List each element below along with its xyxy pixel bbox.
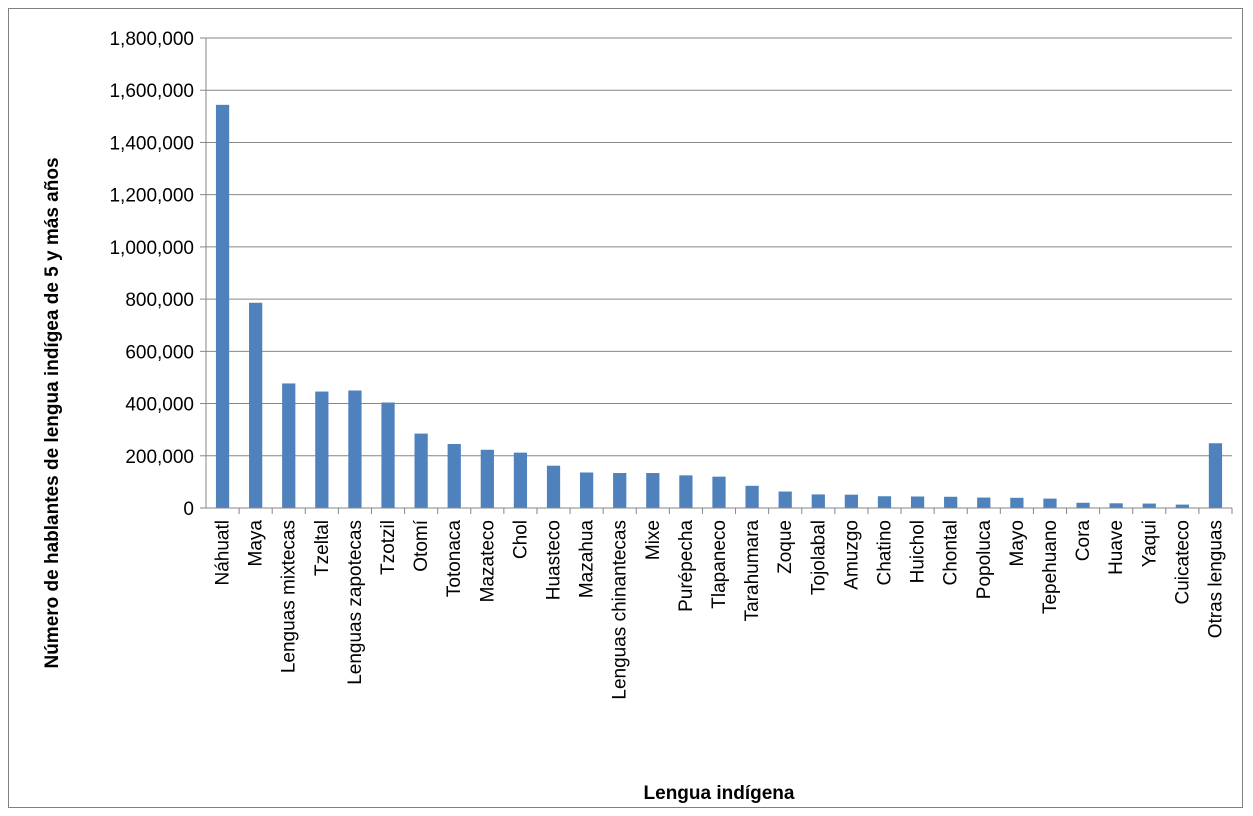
x-tick-label: Lenguas chinantecas [610, 520, 631, 700]
x-tick-labels: Náhuatl Maya Lenguas mixtecas Tzeltal Lengua… [213, 519, 1227, 699]
axes [200, 37, 1233, 514]
bar [712, 476, 726, 508]
bar [414, 433, 428, 508]
y-tick-label: 1,600,000 [109, 81, 194, 102]
bar [1043, 498, 1057, 508]
x-tick-label: Tzotzil [378, 520, 399, 575]
x-tick-label: Huave [1106, 520, 1127, 575]
bar [546, 465, 561, 508]
bar [215, 104, 230, 508]
bar [977, 497, 991, 508]
bar [381, 402, 395, 508]
x-tick-label: Tzeltal [312, 520, 333, 576]
bar [944, 496, 958, 508]
y-tick-label: 400,000 [125, 395, 194, 416]
x-tick-label: Mazateco [477, 520, 498, 602]
x-tick-label: Cuicateco [1172, 520, 1193, 605]
x-tick-label: Amuzgo [841, 520, 862, 590]
bar [1010, 497, 1024, 508]
x-tick-label: Maya [246, 520, 267, 567]
y-axis-title: Número de hablantes de lengua indígea de… [42, 157, 63, 668]
y-tick-labels: 0 200,000 400,000 600,000 800,000 1,000,000 1,… [109, 29, 194, 520]
x-tick-label: Chol [510, 520, 531, 559]
bar [613, 473, 627, 508]
x-tick-label: Huichol [908, 520, 929, 583]
x-tick-label: Otras lenguas [1205, 520, 1226, 638]
y-tick-label: 1,000,000 [109, 238, 194, 259]
y-tick-label: 1,800,000 [109, 29, 194, 50]
bar [1208, 443, 1223, 508]
bar [480, 449, 494, 508]
x-tick-label: Otomí [411, 519, 432, 571]
bar [1076, 502, 1090, 508]
x-tick-label: Tojolabal [808, 520, 829, 595]
x-tick-label: Purépecha [676, 520, 697, 612]
x-tick-label: Chatino [874, 520, 895, 586]
x-axis-title: Lengua indígena [644, 783, 795, 804]
bar [745, 485, 759, 508]
y-tick-label: 1,400,000 [109, 133, 194, 154]
x-tick-label: Lenguas mixtecas [279, 520, 300, 673]
bars [215, 104, 1223, 508]
y-tick-label: 0 [183, 499, 194, 520]
x-tick-label: Mayo [1007, 520, 1028, 566]
bar [1109, 503, 1123, 508]
bar [811, 494, 825, 508]
gridlines [206, 37, 1232, 457]
x-tick-label: Mixe [643, 520, 664, 560]
bar [844, 494, 859, 508]
bar [877, 496, 892, 508]
bar [513, 452, 528, 508]
y-tick-label: 1,200,000 [109, 186, 194, 207]
x-tick-label: Tlapaneco [709, 520, 730, 609]
bar [315, 391, 329, 508]
y-tick-label: 600,000 [125, 342, 194, 363]
bar [646, 473, 660, 508]
y-tick-label: 200,000 [125, 447, 194, 468]
bar [1142, 503, 1156, 508]
bar [447, 444, 461, 508]
x-tick-label: Tarahumara [742, 520, 763, 622]
bar [282, 383, 296, 508]
y-tick-label: 800,000 [125, 290, 194, 311]
x-tick-label: Popoluca [974, 520, 995, 600]
x-tick-label: Tepehuano [1040, 520, 1061, 614]
x-tick-label: Chontal [941, 520, 962, 586]
x-tick-label: Mazahua [577, 520, 598, 599]
x-tick-label: Lenguas zapotecas [345, 520, 366, 685]
x-tick-label: Náhuatl [213, 520, 234, 586]
x-tick-label: Zoque [775, 520, 796, 574]
bar [249, 302, 263, 508]
bar [348, 390, 362, 508]
bar [1175, 504, 1189, 508]
x-tick-label: Huasteco [544, 520, 565, 600]
x-tick-label: Cora [1073, 520, 1094, 562]
bar [778, 491, 792, 508]
chart-frame [8, 8, 1243, 808]
x-tick-label: Yaqui [1139, 520, 1160, 567]
x-tick-label: Totonaca [444, 520, 465, 598]
bar [679, 475, 693, 508]
bar [910, 496, 925, 508]
bar [579, 472, 594, 508]
